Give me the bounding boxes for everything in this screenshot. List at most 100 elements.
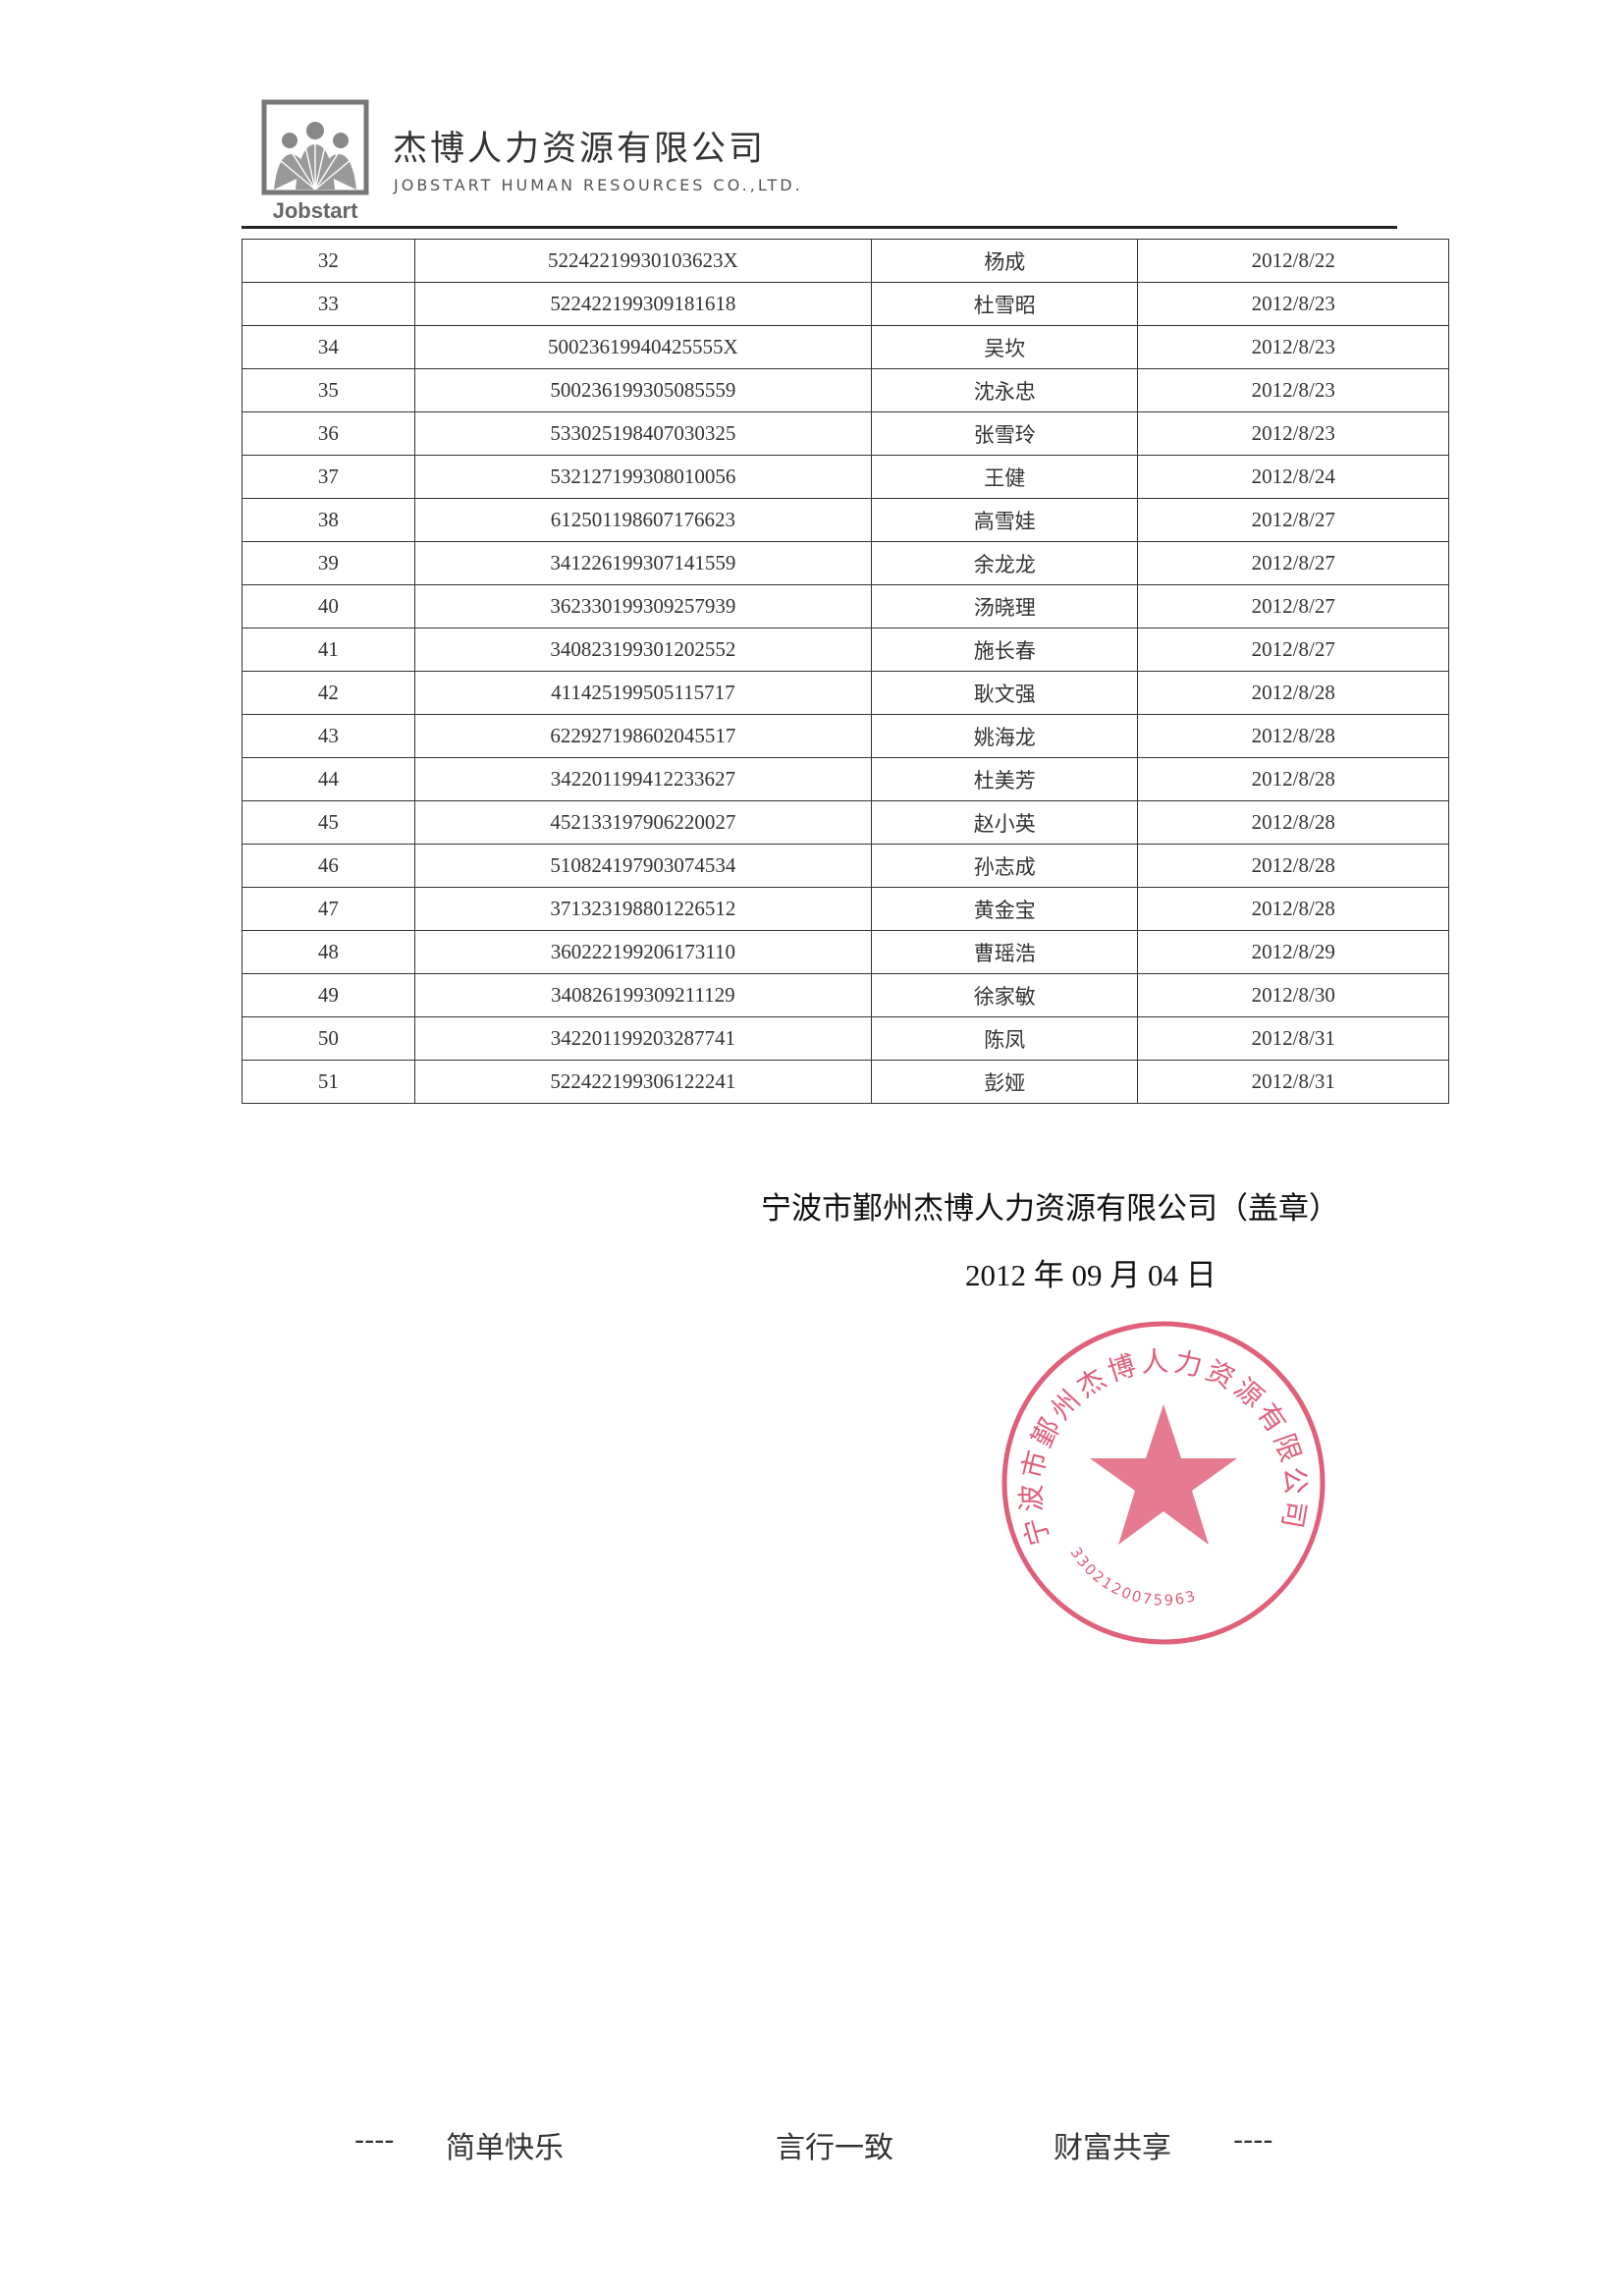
cell-name: 余龙龙 <box>871 541 1139 585</box>
cell-row-number: 34 <box>242 325 415 369</box>
signature-date: 2012 年 09 月 04 日 <box>965 1258 1217 1292</box>
cell-name: 姚海龙 <box>871 714 1139 758</box>
cell-name: 耿文强 <box>871 671 1139 715</box>
cell-id-number: 371323198801226512 <box>413 887 873 931</box>
table-row: 32 52242219930103623X 杨成 2012/8/22 <box>242 239 1449 283</box>
cell-row-number: 50 <box>242 1016 415 1061</box>
table-row: 44 342201199412233627 杜美芳 2012/8/28 <box>242 757 1449 801</box>
cell-date: 2012/8/27 <box>1137 541 1449 585</box>
table-row: 51 522422199306122241 彭娅 2012/8/31 <box>242 1060 1449 1104</box>
company-seal: 宁波市鄞州杰博人力资源有限公司 3302120075963 <box>1001 1321 1325 1645</box>
cell-name: 陈凤 <box>871 1016 1139 1061</box>
cell-date: 2012/8/28 <box>1137 800 1449 845</box>
cell-id-number: 411425199505115717 <box>413 671 873 715</box>
cell-row-number: 45 <box>242 800 415 845</box>
table-row: 48 360222199206173110 曹瑶浩 2012/8/29 <box>242 930 1449 974</box>
cell-name: 张雪玲 <box>871 411 1139 456</box>
cell-date: 2012/8/23 <box>1137 411 1449 456</box>
cell-date: 2012/8/24 <box>1137 455 1449 499</box>
cell-name: 杨成 <box>871 239 1139 283</box>
cell-row-number: 37 <box>242 455 415 499</box>
cell-date: 2012/8/28 <box>1137 714 1449 758</box>
cell-date: 2012/8/28 <box>1137 757 1449 801</box>
cell-name: 施长春 <box>871 628 1139 672</box>
employee-table: 32 52242219930103623X 杨成 2012/8/22 33 5224221… <box>242 239 1449 1104</box>
cell-id-number: 522422199309181618 <box>413 282 873 326</box>
cell-id-number: 360222199206173110 <box>413 930 873 974</box>
cell-row-number: 48 <box>242 930 415 974</box>
table-row: 45 452133197906220027 赵小英 2012/8/28 <box>242 800 1449 845</box>
cell-date: 2012/8/22 <box>1137 239 1449 283</box>
cell-row-number: 51 <box>242 1060 415 1104</box>
cell-id-number: 341226199307141559 <box>413 541 873 585</box>
cell-name: 杜美芳 <box>871 757 1139 801</box>
footer-dash-left: ---- <box>354 2123 395 2158</box>
table-row: 34 50023619940425555X 吴坎 2012/8/23 <box>242 325 1449 369</box>
cell-name: 黄金宝 <box>871 887 1139 931</box>
cell-id-number: 500236199305085559 <box>413 368 873 412</box>
cell-row-number: 41 <box>242 628 415 672</box>
company-name-cn: 杰博人力资源有限公司 <box>393 130 767 169</box>
cell-date: 2012/8/23 <box>1137 282 1449 326</box>
footer-motto-1: 简单快乐 <box>446 2131 564 2165</box>
header-divider <box>242 226 1397 229</box>
footer-motto-2: 言行一致 <box>776 2131 893 2165</box>
cell-row-number: 36 <box>242 411 415 456</box>
signature-company: 宁波市鄞州杰博人力资源有限公司（盖章） <box>761 1191 1339 1227</box>
table-row: 50 342201199203287741 陈凤 2012/8/31 <box>242 1016 1449 1061</box>
cell-id-number: 50023619940425555X <box>413 325 873 369</box>
cell-id-number: 342201199412233627 <box>413 757 873 801</box>
table-row: 33 522422199309181618 杜雪昭 2012/8/23 <box>242 282 1449 326</box>
cell-date: 2012/8/28 <box>1137 844 1449 888</box>
cell-date: 2012/8/27 <box>1137 498 1449 542</box>
cell-date: 2012/8/27 <box>1137 584 1449 629</box>
company-name-en: JOBSTART HUMAN RESOURCES CO.,LTD. <box>394 176 803 194</box>
cell-id-number: 52242219930103623X <box>413 239 873 283</box>
cell-name: 王健 <box>871 455 1139 499</box>
table-row: 35 500236199305085559 沈永忠 2012/8/23 <box>242 368 1449 412</box>
cell-name: 沈永忠 <box>871 368 1139 412</box>
cell-date: 2012/8/23 <box>1137 368 1449 412</box>
cell-date: 2012/8/31 <box>1137 1060 1449 1104</box>
cell-name: 汤晓理 <box>871 584 1139 629</box>
cell-row-number: 32 <box>242 239 415 283</box>
table-row: 38 612501198607176623 高雪娃 2012/8/27 <box>242 498 1449 542</box>
cell-row-number: 33 <box>242 282 415 326</box>
table-row: 36 533025198407030325 张雪玲 2012/8/23 <box>242 411 1449 456</box>
cell-row-number: 38 <box>242 498 415 542</box>
cell-row-number: 35 <box>242 368 415 412</box>
table-row: 42 411425199505115717 耿文强 2012/8/28 <box>242 671 1449 715</box>
footer-dash-right: ---- <box>1233 2123 1273 2158</box>
cell-name: 曹瑶浩 <box>871 930 1139 974</box>
cell-row-number: 43 <box>242 714 415 758</box>
cell-name: 杜雪昭 <box>871 282 1139 326</box>
table-row: 37 532127199308010056 王健 2012/8/24 <box>242 455 1449 499</box>
table-row: 41 340823199301202552 施长春 2012/8/27 <box>242 628 1449 672</box>
cell-id-number: 340823199301202552 <box>413 628 873 672</box>
cell-name: 孙志成 <box>871 844 1139 888</box>
cell-name: 高雪娃 <box>871 498 1139 542</box>
star-icon <box>1090 1404 1237 1545</box>
cell-id-number: 510824197903074534 <box>413 844 873 888</box>
cell-date: 2012/8/31 <box>1137 1016 1449 1061</box>
table-body: 32 52242219930103623X 杨成 2012/8/22 33 5224221… <box>242 239 1449 1104</box>
logo-text: Jobstart <box>273 198 358 222</box>
table-row: 47 371323198801226512 黄金宝 2012/8/28 <box>242 887 1449 931</box>
cell-id-number: 622927198602045517 <box>413 714 873 758</box>
cell-date: 2012/8/28 <box>1137 887 1449 931</box>
cell-date: 2012/8/23 <box>1137 325 1449 369</box>
cell-id-number: 522422199306122241 <box>413 1060 873 1104</box>
footer-motto-3: 财富共享 <box>1054 2131 1171 2165</box>
cell-date: 2012/8/27 <box>1137 628 1449 672</box>
cell-name: 彭娅 <box>871 1060 1139 1104</box>
cell-id-number: 533025198407030325 <box>413 411 873 456</box>
cell-id-number: 340826199309211129 <box>413 973 873 1017</box>
cell-row-number: 44 <box>242 757 415 801</box>
cell-id-number: 362330199309257939 <box>413 584 873 629</box>
cell-name: 赵小英 <box>871 800 1139 845</box>
seal-number: 3302120075963 <box>1066 1544 1197 1609</box>
cell-row-number: 42 <box>242 671 415 715</box>
jobstart-logo: Jobstart <box>261 99 369 222</box>
cell-date: 2012/8/28 <box>1137 671 1449 715</box>
cell-id-number: 452133197906220027 <box>413 800 873 845</box>
